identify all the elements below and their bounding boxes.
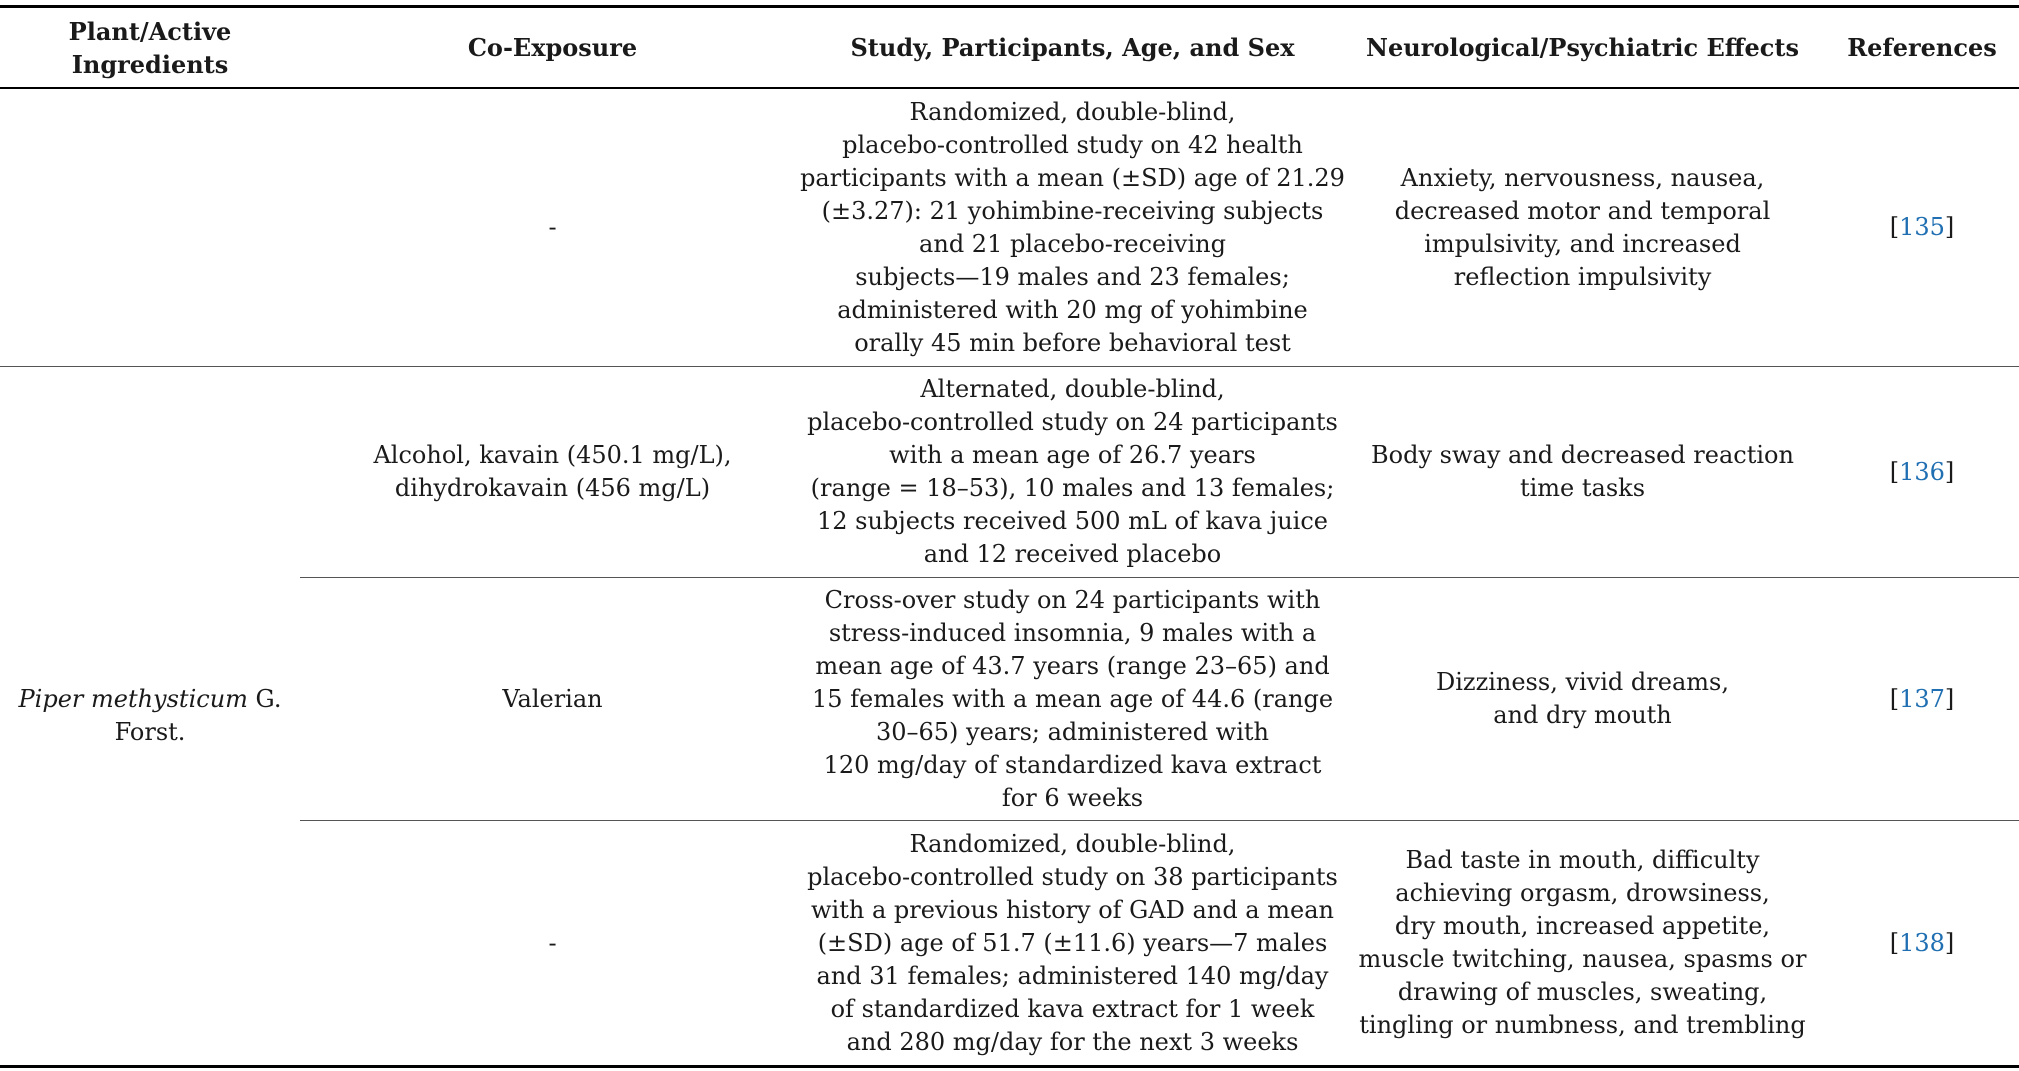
row1-ref-open: [ <box>1889 213 1900 241</box>
row2-study-line-1: Alternated, double-blind, <box>920 375 1225 403</box>
row1-study-line-5: and 21 placebo-receiving <box>919 229 1226 258</box>
row1-ref-close: ] <box>1944 213 1955 241</box>
row1-co-exposure-line: - <box>548 213 557 241</box>
row4-effects-line-5: drawing of muscles, sweating, <box>1397 978 1768 1006</box>
plant-name-author-2: Forst. <box>114 718 186 746</box>
citation-link-136[interactable]: 136 <box>1899 457 1945 486</box>
row4-study-line-6: of standardized kava extract for 1 week <box>830 994 1315 1023</box>
row4-study-line-1: Randomized, double-blind, <box>909 829 1236 858</box>
header-bottom-rule <box>0 87 2019 89</box>
row2-co-exposure-line-1: Alcohol, kavain (450.1 mg/L), <box>373 441 732 469</box>
plant-name-author-1: G. <box>247 685 282 713</box>
row2-effects: Body sway and decreased reaction time ta… <box>1340 367 1825 577</box>
row1-effects-line-2: decreased motor and temporal <box>1394 196 1771 225</box>
plant-name-italic: Piper methysticum <box>18 685 248 713</box>
row4-co-exposure-line: - <box>548 928 557 957</box>
row3-co-exposure: Valerian <box>300 578 805 820</box>
row4-ref-close: ] <box>1944 928 1955 957</box>
row4-effects-line-1: Bad taste in mouth, difficulty <box>1405 846 1760 874</box>
citation-link-137[interactable]: 137 <box>1899 684 1945 713</box>
header-co-exposure: Co-Exposure <box>467 33 638 62</box>
row4-reference: [138] <box>1825 821 2019 1065</box>
row2-co-exposure-line-2: dihydrokavain (456 mg/L) <box>394 474 711 502</box>
row4-ref-open: [ <box>1889 928 1900 957</box>
row4-study-line-4: (±SD) age of 51.7 (±11.6) years—7 males <box>817 928 1328 957</box>
row4-study-line-7: and 280 mg/day for the next 3 weeks <box>846 1027 1299 1056</box>
row4-effects: Bad taste in mouth, difficulty achieving… <box>1340 821 1825 1065</box>
row2-study-line-6: and 12 received placebo <box>923 540 1222 568</box>
row2-study-line-4: (range = 18–53), 10 males and 13 females… <box>810 474 1335 502</box>
row1-study: Randomized, double-blind, placebo-contro… <box>800 89 1345 366</box>
row4-co-exposure: - <box>300 821 805 1065</box>
header-effects: Neurological/Psychiatric Effects <box>1366 33 1799 62</box>
row2-study-line-3: with a mean age of 26.7 years <box>889 441 1256 469</box>
row1-effects-line-1: Anxiety, nervousness, nausea, <box>1400 163 1765 192</box>
row1-effects-line-3: impulsivity, and increased <box>1424 229 1741 258</box>
row-divider-3 <box>300 820 2019 821</box>
row1-study-line-6: subjects—19 males and 23 females; <box>855 262 1290 291</box>
row3-reference: [137] <box>1825 578 2019 820</box>
row3-study-line-6: 120 mg/day of standardized kava extract <box>823 750 1322 779</box>
row4-study-line-5: and 31 females; administered 140 mg/day <box>816 961 1329 990</box>
row3-study-line-7: for 6 weeks <box>1001 783 1144 812</box>
row-divider-2 <box>300 577 2019 578</box>
row2-ref-open: [ <box>1889 457 1900 486</box>
row2-reference: [136] <box>1825 367 2019 577</box>
row4-effects-line-3: dry mouth, increased appetite, <box>1394 912 1771 940</box>
row1-co-exposure: - <box>300 89 805 366</box>
row3-study-line-1: Cross-over study on 24 participants with <box>824 585 1321 614</box>
row2-study-line-2: placebo-controlled study on 24 participa… <box>807 408 1338 436</box>
row2-study: Alternated, double-blind, placebo-contro… <box>805 367 1340 577</box>
row3-effects: Dizziness, vivid dreams, and dry mouth <box>1340 578 1825 820</box>
row3-ref-close: ] <box>1944 684 1955 713</box>
row1-study-line-2: placebo-controlled study on 42 health <box>842 130 1303 159</box>
row3-study-line-5: 30–65) years; administered with <box>875 717 1270 746</box>
row2-effects-line-1: Body sway and decreased reaction <box>1371 441 1794 469</box>
row1-reference: [135] <box>1825 89 2019 366</box>
row4-effects-line-6: tingling or numbness, and trembling <box>1359 1011 1806 1039</box>
row3-co-exposure-line: Valerian <box>502 684 603 713</box>
plant-piper-methysticum: Piper methysticum G. Forst. <box>0 367 300 1065</box>
row2-effects-line-2: time tasks <box>1519 474 1646 502</box>
table-top-rule <box>0 5 2019 8</box>
row4-study-line-3: with a previous history of GAD and a mea… <box>811 895 1334 924</box>
row3-study: Cross-over study on 24 participants with… <box>805 578 1340 820</box>
row1-study-line-4: (±3.27): 21 yohimbine-receiving subjects <box>821 196 1324 225</box>
row4-study: Randomized, double-blind, placebo-contro… <box>805 821 1340 1065</box>
row1-effects: Anxiety, nervousness, nausea, decreased … <box>1340 89 1825 366</box>
row3-study-line-3: mean age of 43.7 years (range 23–65) and <box>815 651 1330 680</box>
row3-effects-line-1: Dizziness, vivid dreams, <box>1436 668 1729 696</box>
row3-study-line-2: stress-induced insomnia, 9 males with a <box>828 618 1317 647</box>
header-plant: Plant/Active Ingredients <box>68 16 232 79</box>
row4-study-line-2: placebo-controlled study on 38 participa… <box>807 862 1338 891</box>
row2-co-exposure: Alcohol, kavain (450.1 mg/L), dihydrokav… <box>300 367 805 577</box>
header-study: Study, Participants, Age, and Sex <box>850 33 1295 62</box>
row3-effects-line-2: and dry mouth <box>1493 701 1672 729</box>
table-bottom-rule <box>0 1065 2019 1068</box>
row1-study-line-8: orally 45 min before behavioral test <box>854 328 1291 357</box>
row3-ref-open: [ <box>1889 684 1900 713</box>
row1-study-line-7: administered with 20 mg of yohimbine <box>837 295 1308 324</box>
header-references: References <box>1847 33 1997 62</box>
row4-effects-line-2: achieving orgasm, drowsiness, <box>1395 879 1770 907</box>
row1-study-line-3: participants with a mean (±SD) age of 21… <box>800 163 1345 192</box>
row2-ref-close: ] <box>1944 457 1955 486</box>
row-divider-1 <box>0 366 2019 367</box>
row2-study-line-5: 12 subjects received 500 mL of kava juic… <box>816 507 1329 535</box>
citation-link-135[interactable]: 135 <box>1899 213 1945 241</box>
citation-link-138[interactable]: 138 <box>1899 928 1945 957</box>
row1-study-line-1: Randomized, double-blind, <box>909 97 1236 126</box>
row3-study-line-4: 15 females with a mean age of 44.6 (rang… <box>811 684 1334 713</box>
row1-effects-line-4: reflection impulsivity <box>1453 262 1712 291</box>
row4-effects-line-4: muscle twitching, nausea, spasms or <box>1358 945 1807 973</box>
